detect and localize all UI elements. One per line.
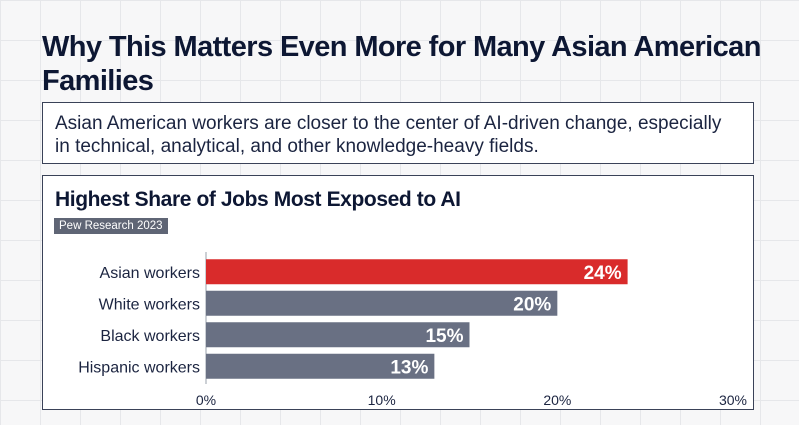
bar	[206, 353, 435, 379]
category-label: White workers	[99, 296, 200, 313]
value-label: 24%	[584, 263, 622, 284]
page-title: Why This Matters Even More for Many Asia…	[42, 31, 761, 97]
subtitle-box: Asian American workers are closer to the…	[42, 102, 754, 164]
category-label: Hispanic workers	[78, 359, 200, 376]
value-label: 15%	[425, 326, 463, 347]
x-tick-label: 0%	[196, 392, 216, 408]
bar	[206, 259, 628, 285]
bar	[206, 290, 558, 316]
chart-title: Highest Share of Jobs Most Exposed to AI	[55, 188, 461, 211]
value-label: 20%	[513, 294, 551, 315]
subtitle-text: Asian American workers are closer to the…	[55, 113, 722, 157]
value-label: 13%	[390, 357, 428, 378]
chart-card: Highest Share of Jobs Most Exposed to AI…	[42, 175, 754, 410]
category-label: Asian workers	[100, 265, 200, 282]
bar	[206, 322, 470, 348]
category-label: Black workers	[100, 328, 200, 345]
x-tick-label: 20%	[543, 392, 571, 408]
source-badge: Pew Research 2023	[54, 218, 168, 234]
x-tick-label: 10%	[368, 392, 396, 408]
x-tick-label: 30%	[719, 392, 747, 408]
bar-chart: Asian workers 24% White workers 20% Black wo…	[78, 252, 747, 408]
